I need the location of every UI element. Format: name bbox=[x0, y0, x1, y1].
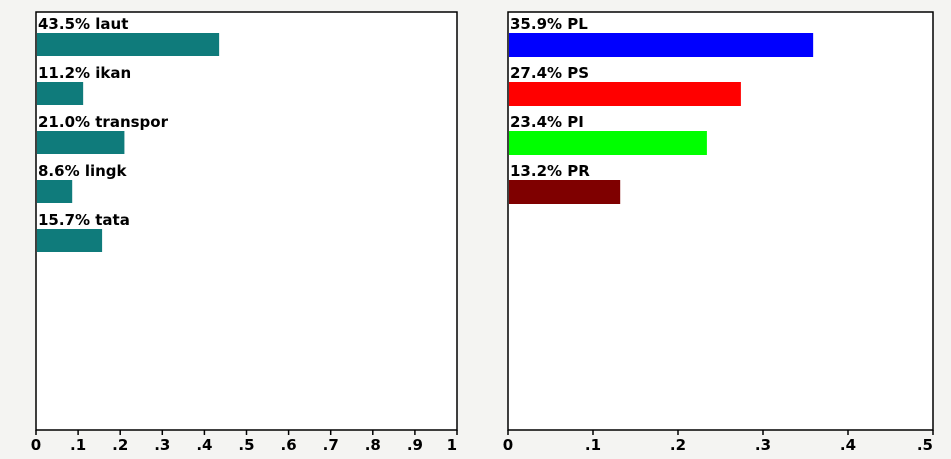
right-x-tick-label: .4 bbox=[840, 436, 856, 454]
left-chart-panel: 43.5% laut 11.2% ikan 21.0% transpor 8.6% l… bbox=[31, 11, 458, 454]
right-chart-panel: 35.9% PL 27.4% PS 23.4% PI 13.2% PR 0 .1 .2 .3.… bbox=[503, 11, 934, 454]
left-x-tick-label: .4 bbox=[196, 436, 212, 454]
left-x-tick-label: .7 bbox=[323, 436, 339, 454]
right-bar-label-PR: 13.2% PR bbox=[510, 162, 590, 180]
right-bar-label-PS: 27.4% PS bbox=[510, 64, 589, 82]
right-x-tick-label: 0 bbox=[503, 436, 513, 454]
left-bar-label-ikan: 11.2% ikan bbox=[38, 64, 131, 82]
left-bar-transpor bbox=[37, 131, 125, 154]
left-x-tick-label: .1 bbox=[70, 436, 86, 454]
right-bar-PS bbox=[509, 82, 741, 106]
left-bar-label-laut: 43.5% laut bbox=[38, 15, 128, 33]
left-x-tick-label: .5 bbox=[238, 436, 254, 454]
left-bar-lingk bbox=[37, 180, 73, 203]
left-x-tick-label: .3 bbox=[154, 436, 170, 454]
left-x-tick-label: 1 bbox=[447, 436, 457, 454]
left-x-tick-label: .9 bbox=[407, 436, 423, 454]
right-bar-PL bbox=[509, 33, 814, 57]
left-bar-laut bbox=[37, 33, 220, 56]
right-bar-PR bbox=[509, 180, 621, 204]
left-x-tick-label: .6 bbox=[281, 436, 297, 454]
left-x-tick-label: .8 bbox=[365, 436, 381, 454]
left-x-tick-label: .2 bbox=[112, 436, 128, 454]
right-bar-label-PI: 23.4% PI bbox=[510, 113, 584, 131]
left-plot-frame bbox=[35, 11, 458, 431]
left-bar-tata bbox=[37, 229, 103, 252]
right-bar-label-PL: 35.9% PL bbox=[510, 15, 588, 33]
right-x-tick-label: .3 bbox=[755, 436, 771, 454]
left-bar-label-transpor: 21.0% transpor bbox=[38, 113, 169, 131]
right-bar-PI bbox=[509, 131, 707, 155]
right-plot-frame bbox=[507, 11, 934, 431]
left-bar-ikan bbox=[37, 82, 84, 105]
left-bar-label-lingk: 8.6% lingk bbox=[38, 162, 128, 180]
right-x-tick-label: .1 bbox=[585, 436, 601, 454]
right-x-tick-label: .5 bbox=[917, 436, 933, 454]
left-bar-label-tata: 15.7% tata bbox=[38, 211, 130, 229]
left-x-tick-label: 0 bbox=[31, 436, 41, 454]
right-x-tick-label: .2 bbox=[670, 436, 686, 454]
